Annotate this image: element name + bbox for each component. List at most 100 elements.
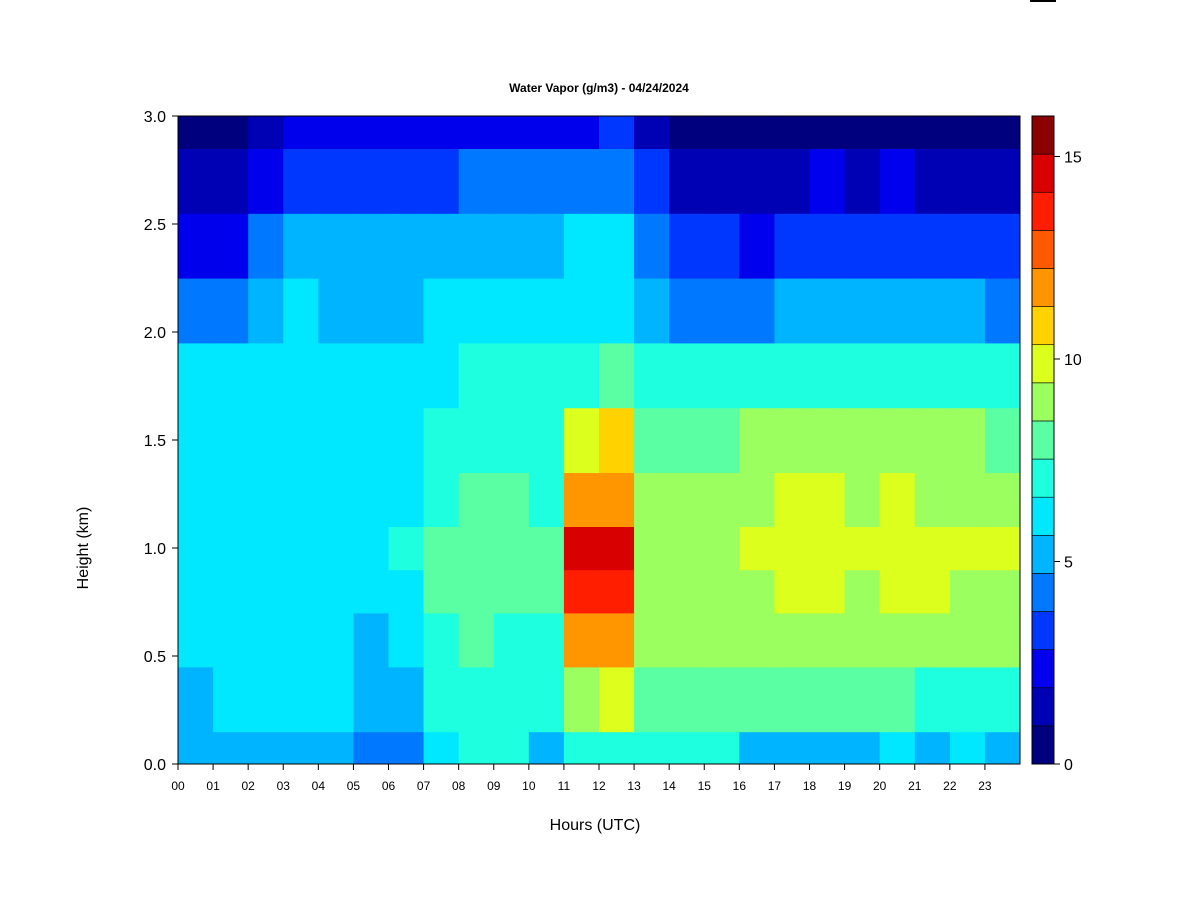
heatmap-cell	[318, 472, 355, 527]
heatmap-cell	[984, 148, 1020, 214]
heatmap-cell	[984, 278, 1020, 344]
x-tick-label: 18	[803, 779, 817, 793]
x-tick-label: 00	[171, 779, 185, 793]
heatmap-cell	[248, 342, 284, 409]
heatmap-cell	[599, 278, 635, 344]
heatmap-cell	[949, 569, 986, 614]
heatmap-cell	[809, 731, 846, 764]
heatmap-cell	[213, 569, 249, 614]
heatmap-cell	[599, 148, 635, 214]
heatmap-cell	[809, 278, 846, 344]
heatmap-cell	[704, 526, 740, 571]
heatmap-cell	[493, 472, 530, 527]
heatmap-cell	[949, 731, 986, 764]
heatmap-cell	[634, 116, 670, 149]
heatmap-cell	[599, 731, 635, 764]
x-tick-label: 17	[768, 779, 782, 793]
heatmap-cell	[248, 407, 284, 473]
colorbar-frame	[1031, 115, 1055, 765]
heatmap-cell	[213, 731, 249, 764]
heatmap-cell	[949, 213, 986, 279]
heatmap-cell	[739, 569, 776, 614]
heatmap-cell	[879, 148, 916, 214]
corner-mark	[1030, 0, 1056, 2]
colorbar-tick-label: 0	[1064, 757, 1073, 774]
heatmap-cell	[914, 569, 951, 614]
heatmap-cell	[704, 148, 740, 214]
heatmap-cell	[704, 612, 740, 668]
heatmap-cell	[388, 407, 425, 473]
heatmap-cell	[844, 213, 881, 279]
heatmap-cell	[669, 148, 705, 214]
x-tick-label: 05	[347, 779, 361, 793]
heatmap-cell	[704, 213, 740, 279]
heatmap-cell	[493, 731, 530, 764]
heatmap-cell	[844, 731, 881, 764]
heatmap-cell	[353, 407, 390, 473]
heatmap-cell	[669, 116, 705, 149]
heatmap-cell	[178, 731, 214, 764]
heatmap-cell	[634, 278, 670, 344]
heatmap-cell	[528, 666, 565, 733]
y-tick-label: 1.0	[144, 541, 166, 558]
heatmap-cell	[914, 148, 951, 214]
heatmap-cell	[774, 342, 811, 409]
heatmap-cell	[809, 342, 846, 409]
y-tick-label: 0.0	[144, 757, 166, 774]
heatmap-cell	[178, 472, 214, 527]
colorbar-swatch	[1031, 115, 1055, 155]
heatmap-cell	[528, 278, 565, 344]
heatmap-cell	[248, 278, 284, 344]
colorbar-swatch	[1031, 268, 1055, 307]
heatmap-cell	[949, 666, 986, 733]
heatmap-cell	[949, 116, 986, 149]
colorbar-swatch	[1031, 191, 1055, 231]
colorbar-tick-label: 15	[1064, 150, 1082, 167]
heatmap-cell	[739, 278, 776, 344]
colorbar: 0 5 10 15	[1031, 115, 1082, 774]
heatmap-cell	[493, 148, 530, 214]
heatmap-cell	[283, 612, 319, 668]
heatmap-cell	[704, 342, 740, 409]
heatmap-cell	[563, 213, 600, 279]
heatmap-cell	[353, 666, 390, 733]
heatmap-cell	[213, 116, 249, 149]
heatmap-cell	[739, 731, 776, 764]
heatmap-cell	[458, 148, 495, 214]
colorbar-tick-label: 5	[1064, 555, 1073, 572]
heatmap-cell	[669, 472, 705, 527]
heatmap-cell	[388, 148, 425, 214]
heatmap-cell	[283, 342, 319, 409]
heatmap-cell	[458, 407, 495, 473]
heatmap-cell	[213, 666, 249, 733]
heatmap-cell	[528, 526, 565, 571]
heatmap-cell	[458, 569, 495, 614]
heatmap-cell	[984, 472, 1020, 527]
heatmap-cell	[213, 526, 249, 571]
heatmap-cell	[774, 407, 811, 473]
heatmap-cell	[914, 526, 951, 571]
heatmap-cell	[914, 472, 951, 527]
heatmap-cell	[458, 731, 495, 764]
heatmap-cell	[353, 278, 390, 344]
heatmap-cell	[879, 526, 916, 571]
colorbar-swatch	[1031, 382, 1055, 422]
heatmap-cells	[178, 116, 1020, 764]
heatmap-cell	[178, 612, 214, 668]
heatmap-cell	[809, 148, 846, 214]
y-axis: 0.0 0.5 1.0 1.5 2.0 2.5 3.0	[144, 109, 178, 774]
x-tick-label: 06	[382, 779, 396, 793]
heatmap-cell	[283, 569, 319, 614]
heatmap-cell	[949, 148, 986, 214]
heatmap-cell	[739, 666, 776, 733]
y-tick-label: 1.5	[144, 433, 166, 450]
heatmap-cell	[493, 342, 530, 409]
heatmap-cell	[213, 148, 249, 214]
heatmap-cell	[493, 569, 530, 614]
x-tick-label: 21	[908, 779, 922, 793]
heatmap-cell	[984, 407, 1020, 473]
heatmap-cell	[879, 407, 916, 473]
heatmap-cell	[563, 526, 600, 571]
x-tick-label: 22	[943, 779, 957, 793]
heatmap-cell	[178, 342, 214, 409]
